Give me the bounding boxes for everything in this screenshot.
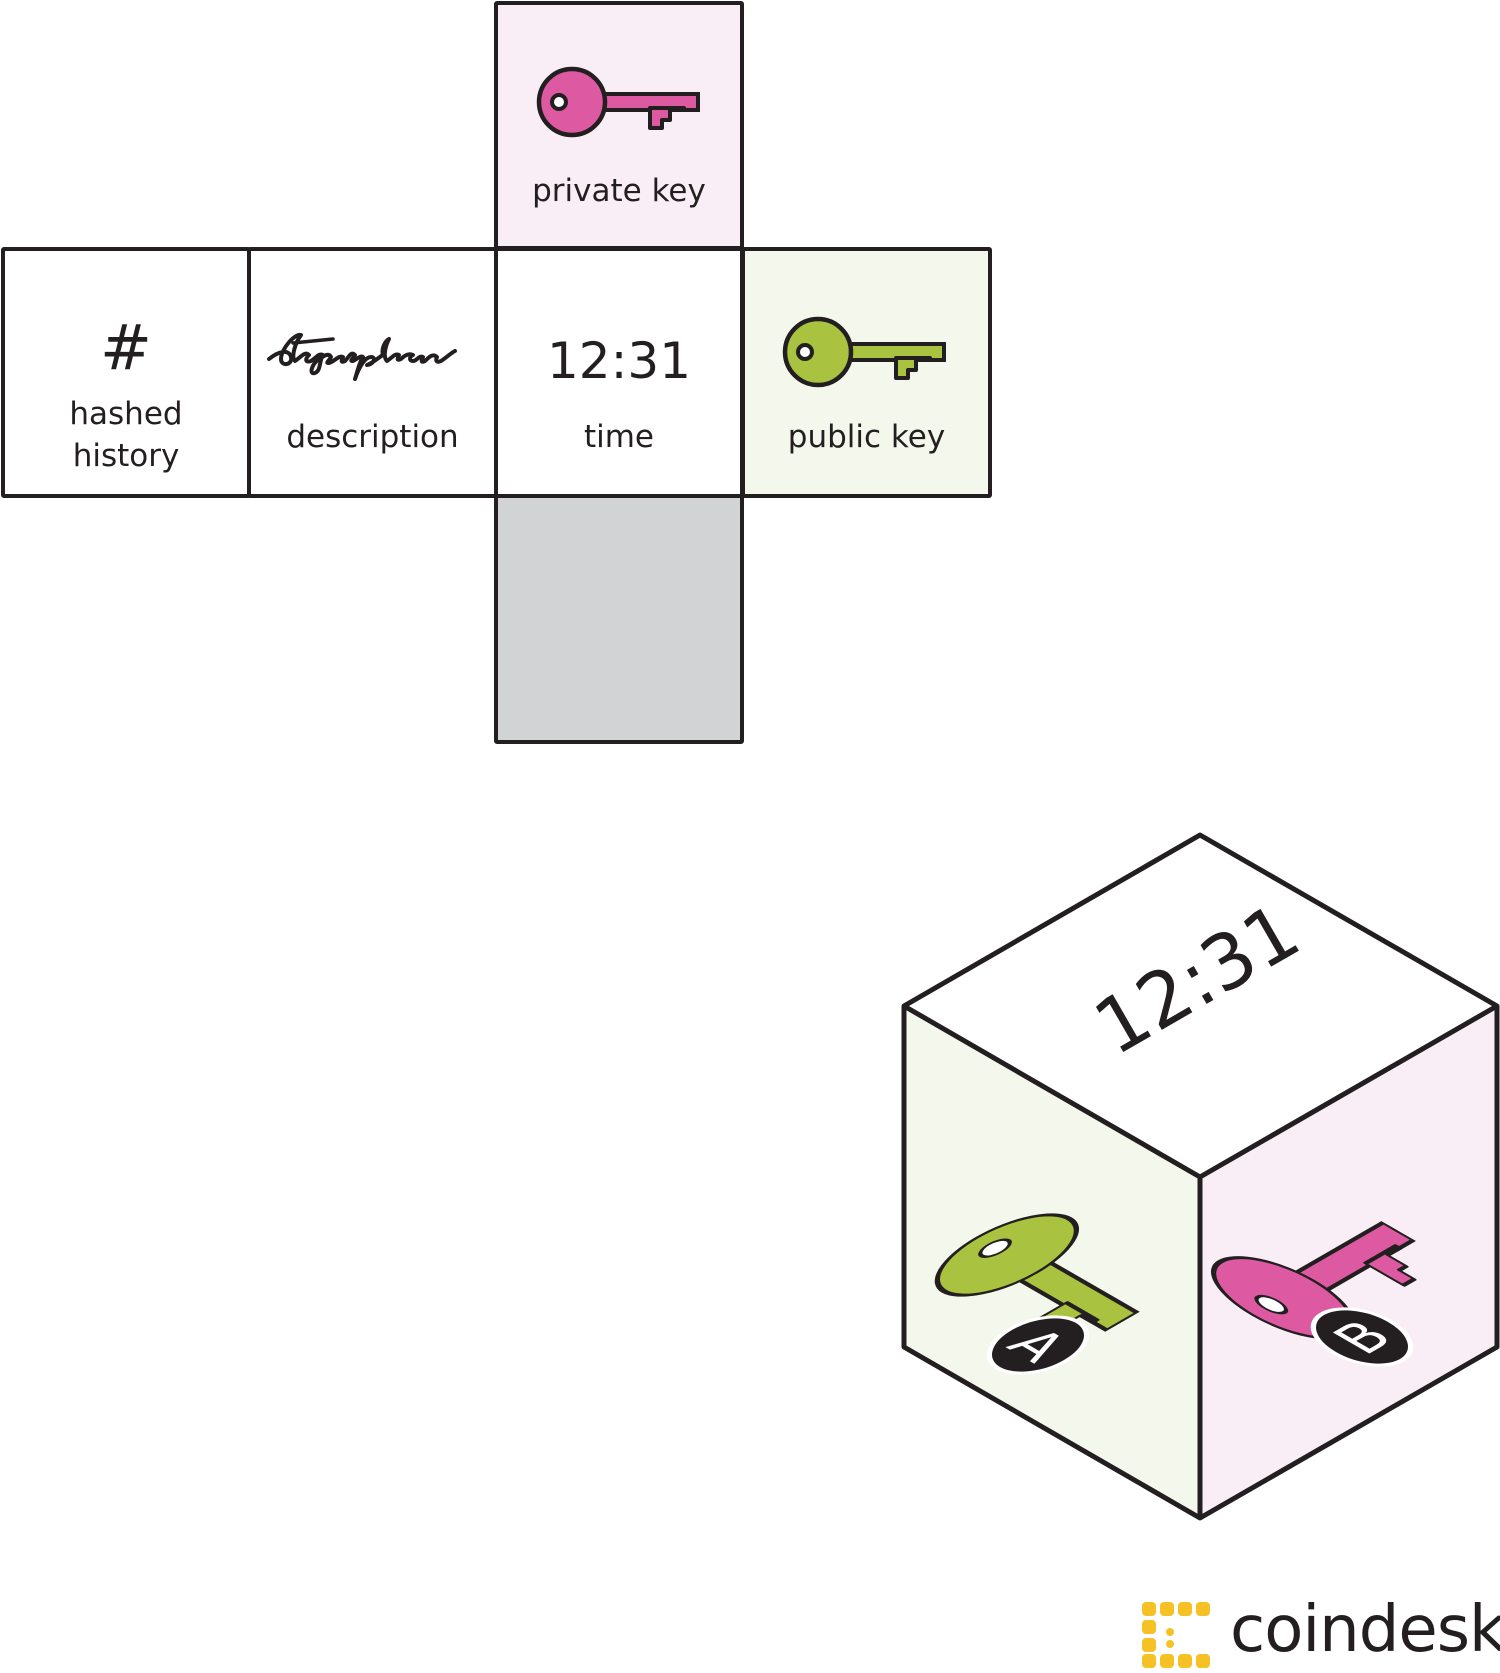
- cube-badge-b: B: [1310, 1307, 1414, 1367]
- public-key-label: public key: [787, 419, 946, 455]
- time-label: time: [583, 419, 655, 455]
- hashed-history-label-line2: history: [72, 438, 180, 474]
- coindesk-logo-icon: [1142, 1602, 1210, 1668]
- green-key-icon: [782, 316, 946, 388]
- handwritten-signature-icon: [267, 332, 457, 381]
- net-face-public-key: public key: [741, 247, 992, 498]
- net-face-description: description: [247, 247, 498, 498]
- net-face-blank: [494, 494, 744, 744]
- net-face-private-key: private key: [494, 1, 744, 250]
- hashed-history-label-line1: hashed: [69, 396, 183, 432]
- hash-symbol: #: [100, 311, 152, 384]
- private-key-label: private key: [532, 173, 706, 209]
- cube-badge-a: A: [986, 1315, 1090, 1375]
- coindesk-wordmark: coindesk: [1230, 1593, 1500, 1667]
- pink-key-icon: [536, 66, 700, 138]
- time-value: 12:31: [546, 332, 692, 390]
- description-label: description: [286, 419, 459, 455]
